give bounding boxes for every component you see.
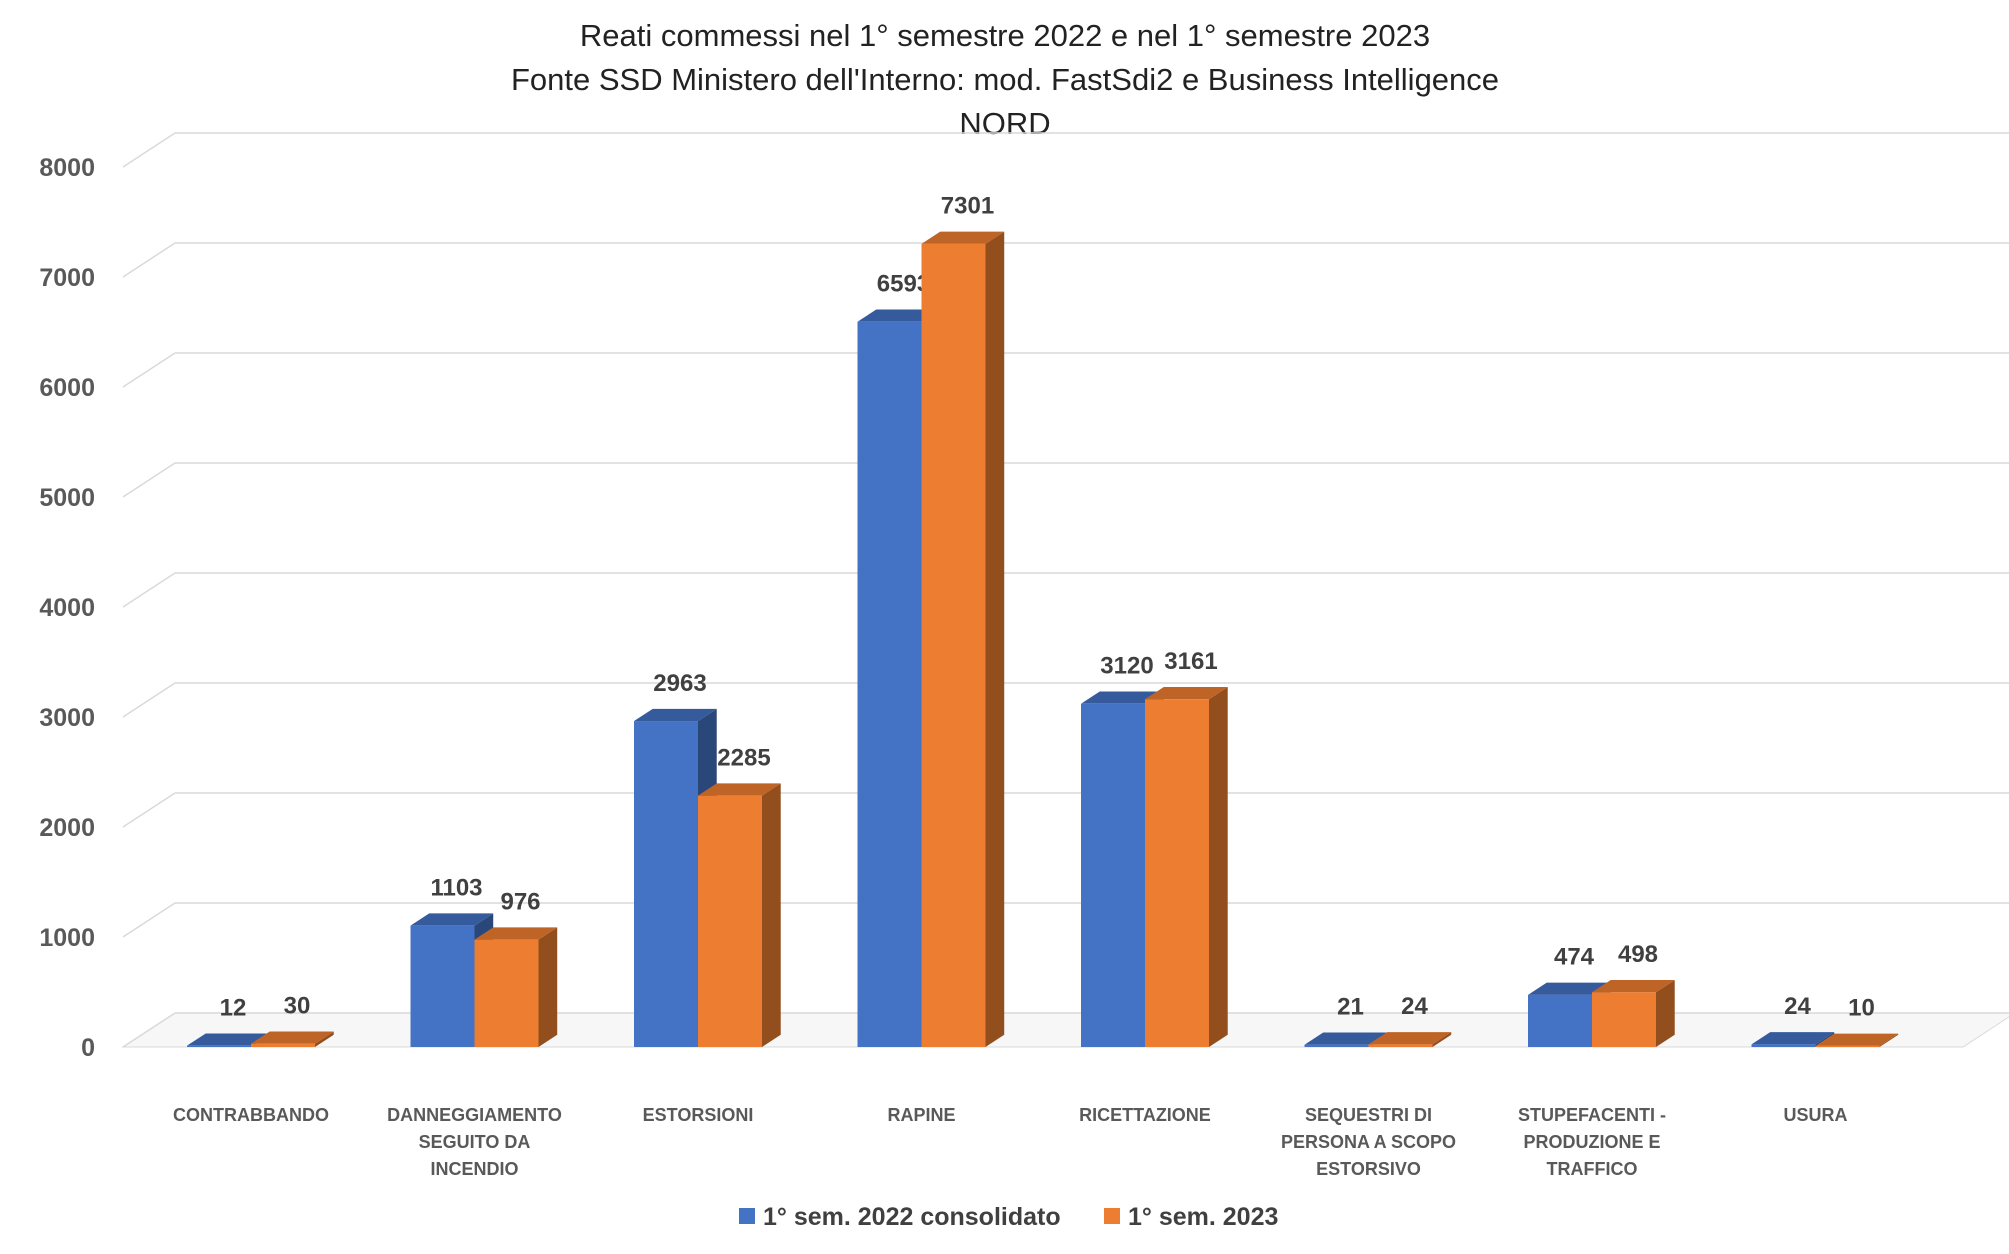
bar-2022	[857, 321, 922, 1047]
bar-side-2023	[762, 783, 781, 1047]
bar-top-2022	[1081, 691, 1164, 704]
x-tick-label: STUPEFACENTI -	[1518, 1105, 1666, 1125]
x-tick-label: ESTORSIVO	[1316, 1159, 1421, 1179]
gridline-depth	[122, 462, 176, 498]
bar-top-2023	[474, 927, 558, 940]
data-label: 474	[1554, 944, 1595, 971]
y-tick-label: 3000	[39, 704, 95, 732]
chart-title-line: Fonte SSD Ministero dell'Interno: mod. F…	[511, 62, 1499, 97]
x-tick-label: INCENDIO	[430, 1159, 518, 1179]
data-label: 24	[1784, 993, 1811, 1020]
chart-title-line: Reati commessi nel 1° semestre 2022 e ne…	[580, 18, 1430, 53]
chart-floor	[121, 1012, 2009, 1048]
bar-2023	[1145, 699, 1209, 1047]
bar-top-2022	[857, 309, 941, 322]
bar-2023	[1815, 1045, 1880, 1047]
legend-swatch	[739, 1208, 755, 1224]
gridline-depth	[122, 242, 176, 278]
x-tick-label: ESTORSIONI	[643, 1105, 754, 1125]
y-tick-label: 0	[81, 1034, 95, 1062]
gridline-depth	[122, 792, 176, 828]
bar-top-2023	[921, 231, 1005, 244]
bar-top-2022	[1751, 1032, 1835, 1045]
x-tick-label: RICETTAZIONE	[1079, 1105, 1211, 1125]
y-tick-label: 4000	[39, 594, 95, 622]
bar-side-2023	[315, 1031, 334, 1047]
bar-top-2022	[1304, 1032, 1388, 1045]
bar-2022	[634, 721, 698, 1047]
data-label: 976	[500, 888, 540, 915]
data-label: 3161	[1164, 648, 1217, 675]
bar-2022	[1081, 703, 1145, 1047]
data-label: 10	[1848, 995, 1875, 1022]
bar-2022	[1304, 1044, 1369, 1047]
bar-2022	[187, 1045, 251, 1047]
bar-2023	[474, 939, 539, 1047]
x-tick-label: SEGUITO DA	[419, 1132, 531, 1152]
bar-top-2023	[1145, 687, 1228, 700]
bar-2022	[1751, 1044, 1816, 1047]
bar-top-2023	[251, 1031, 334, 1044]
legend-swatch	[1104, 1208, 1120, 1224]
data-label: 12	[220, 994, 247, 1021]
bar-side-2023	[538, 927, 558, 1047]
bar-top-2022	[1528, 982, 1611, 995]
gridline-depth	[122, 1012, 176, 1048]
bar-top-2023	[1592, 979, 1675, 993]
bar-top-2023	[1368, 1032, 1452, 1045]
gridline-depth	[122, 682, 176, 718]
y-tick-label: 7000	[39, 264, 95, 292]
bar-top-2022	[187, 1033, 270, 1046]
bar-side-2023	[1879, 1033, 1899, 1047]
bar-2023	[1592, 992, 1656, 1047]
data-label: 1103	[430, 874, 482, 901]
x-tick-label: PRODUZIONE E	[1523, 1132, 1660, 1152]
bar-top-2022	[410, 913, 494, 926]
bar-side-2023	[1656, 979, 1675, 1047]
y-tick-label: 6000	[39, 374, 95, 402]
y-tick-label: 5000	[39, 484, 95, 512]
bar-2022	[410, 925, 475, 1047]
bar-top-2023	[1815, 1033, 1899, 1046]
y-tick-label: 2000	[39, 814, 95, 842]
y-tick-label: 8000	[39, 154, 95, 182]
data-label: 498	[1618, 941, 1658, 968]
x-tick-label: SEQUESTRI DI	[1305, 1105, 1432, 1125]
data-label: 2285	[717, 744, 770, 771]
legend-label: 1° sem. 2023	[1128, 1203, 1278, 1231]
x-tick-label: TRAFFICO	[1547, 1159, 1638, 1179]
bar-side-2023	[1209, 687, 1228, 1047]
data-label: 3120	[1100, 653, 1153, 680]
gridline-depth	[122, 902, 176, 938]
bar-2023	[921, 243, 986, 1047]
data-label: 24	[1401, 993, 1428, 1020]
legend-label: 1° sem. 2022 consolidato	[763, 1203, 1061, 1231]
y-tick-label: 1000	[39, 924, 95, 952]
x-tick-label: RAPINE	[887, 1105, 955, 1125]
x-tick-label: DANNEGGIAMENTO	[387, 1105, 562, 1125]
x-tick-label: CONTRABBANDO	[173, 1105, 329, 1125]
bar-2022	[1528, 994, 1592, 1047]
gridline-depth	[122, 132, 176, 168]
bar-2023	[698, 795, 762, 1047]
gridline-depth	[122, 572, 176, 608]
x-tick-label: PERSONA A SCOPO	[1281, 1132, 1456, 1152]
data-label: 30	[284, 992, 311, 1019]
data-label: 7301	[941, 193, 994, 220]
chart-title-line: NORD	[959, 106, 1050, 141]
data-label: 2963	[653, 670, 706, 697]
gridline-depth	[122, 352, 176, 388]
data-label: 6593	[877, 271, 930, 298]
bar-2023	[251, 1043, 315, 1047]
bar-2023	[1368, 1044, 1433, 1047]
bar-top-2022	[634, 708, 717, 722]
bar-top-2023	[698, 783, 781, 796]
bar-side-2023	[1432, 1032, 1452, 1047]
bar-side-2023	[985, 231, 1005, 1047]
x-tick-label: USURA	[1783, 1105, 1847, 1125]
data-label: 21	[1337, 993, 1364, 1020]
